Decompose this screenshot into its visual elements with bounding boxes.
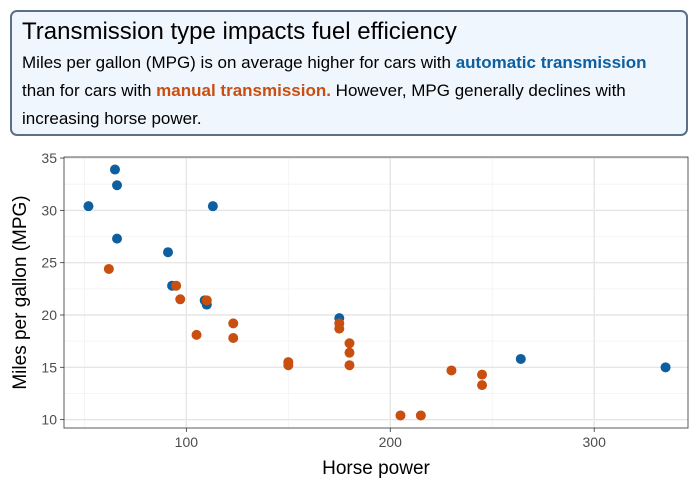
manual-point (344, 347, 355, 358)
automatic-highlight: automatic transmission (455, 53, 647, 72)
automatic-point (83, 201, 94, 212)
axis-ticks: 100 200 300 10 15 20 25 30 35 (41, 150, 606, 450)
automatic-point (109, 164, 120, 175)
data-points (83, 164, 671, 421)
manual-point (228, 333, 239, 344)
manual-point (175, 294, 186, 305)
x-axis-title: Horse power (322, 458, 430, 479)
y-tick-label: 10 (41, 412, 57, 428)
manual-point (171, 280, 182, 291)
manual-point (228, 318, 239, 329)
plot-panel (63, 156, 689, 429)
x-tick-label: 300 (583, 434, 607, 450)
manual-point (344, 338, 355, 349)
automatic-point (515, 353, 526, 364)
automatic-point (660, 362, 671, 373)
manual-point (477, 369, 488, 380)
title-box: Transmission type impacts fuel efficienc… (10, 10, 688, 136)
grid-lines (64, 157, 688, 428)
manual-point (191, 329, 202, 340)
y-tick-label: 25 (41, 255, 57, 271)
manual-point (103, 263, 114, 274)
manual-point (344, 360, 355, 371)
chart-subtitle: Miles per gallon (MPG) is on average hig… (22, 49, 676, 133)
manual-point (446, 365, 457, 376)
y-tick-label: 30 (41, 202, 57, 218)
y-tick-label: 35 (41, 150, 57, 166)
subtitle-text-2: than for cars with (22, 81, 157, 100)
y-axis-title: Miles per gallon (MPG) (10, 195, 31, 389)
manual-point (477, 380, 488, 391)
manual-point (395, 410, 406, 421)
x-tick-label: 100 (175, 434, 199, 450)
chart-title: Transmission type impacts fuel efficienc… (22, 18, 457, 45)
manual-point (283, 360, 294, 371)
automatic-point (163, 247, 173, 258)
automatic-point (112, 180, 123, 191)
automatic-point (207, 201, 218, 212)
x-tick-label: 200 (379, 434, 403, 450)
subtitle-text-3: However, MPG generally declines with inc… (22, 81, 626, 128)
y-tick-label: 15 (41, 359, 57, 375)
manual-point (415, 410, 426, 421)
y-tick-label: 20 (41, 307, 57, 323)
manual-point (201, 295, 212, 306)
automatic-point (112, 233, 123, 244)
manual-point (334, 318, 345, 329)
manual-highlight: manual transmission. (156, 81, 331, 100)
subtitle-text-1: Miles per gallon (MPG) is on average hig… (22, 53, 456, 72)
